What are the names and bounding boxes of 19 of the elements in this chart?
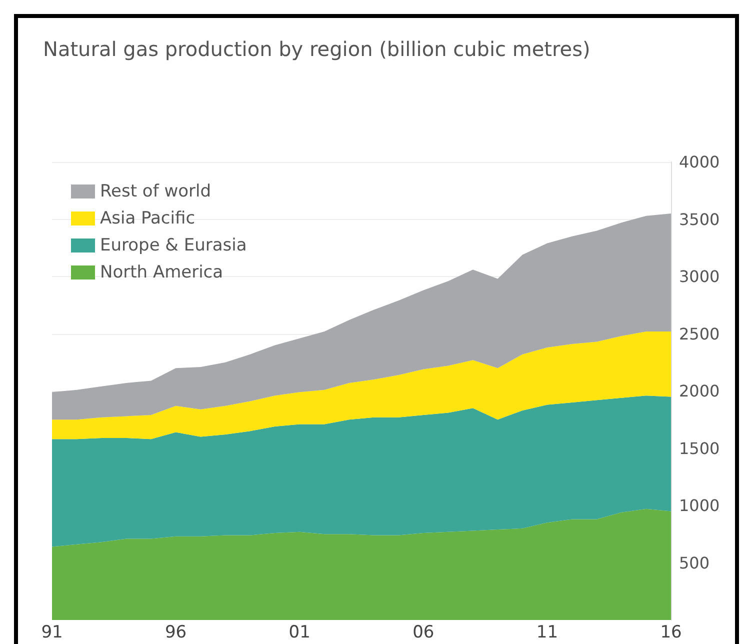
y-tick-label: 500	[679, 553, 710, 572]
y-tick-label: 2000	[679, 382, 720, 400]
legend-label: North America	[100, 262, 224, 282]
legend-label: Europe & Eurasia	[100, 236, 247, 256]
legend-label: Rest of world	[100, 182, 212, 202]
y-tick-label: 2500	[679, 324, 720, 344]
x-tick-label: 16	[660, 622, 682, 642]
x-tick-label: 06	[412, 622, 434, 642]
y-tick-label: 1500	[679, 438, 720, 458]
y-tick-label: 3000	[679, 267, 720, 286]
chart-title: Natural gas production by region (billion cubic metres)	[43, 37, 590, 61]
x-tick-label: 01	[288, 622, 310, 642]
legend-label: Asia Pacific	[100, 208, 196, 228]
y-tick-label: 4000	[679, 152, 720, 172]
x-tick-label: 96	[164, 622, 187, 642]
x-tick-label: 91	[41, 622, 63, 642]
x-tick-label: 11	[536, 622, 558, 642]
y-tick-label: 1000	[679, 496, 720, 515]
y-tick-label: 3500	[679, 210, 720, 229]
